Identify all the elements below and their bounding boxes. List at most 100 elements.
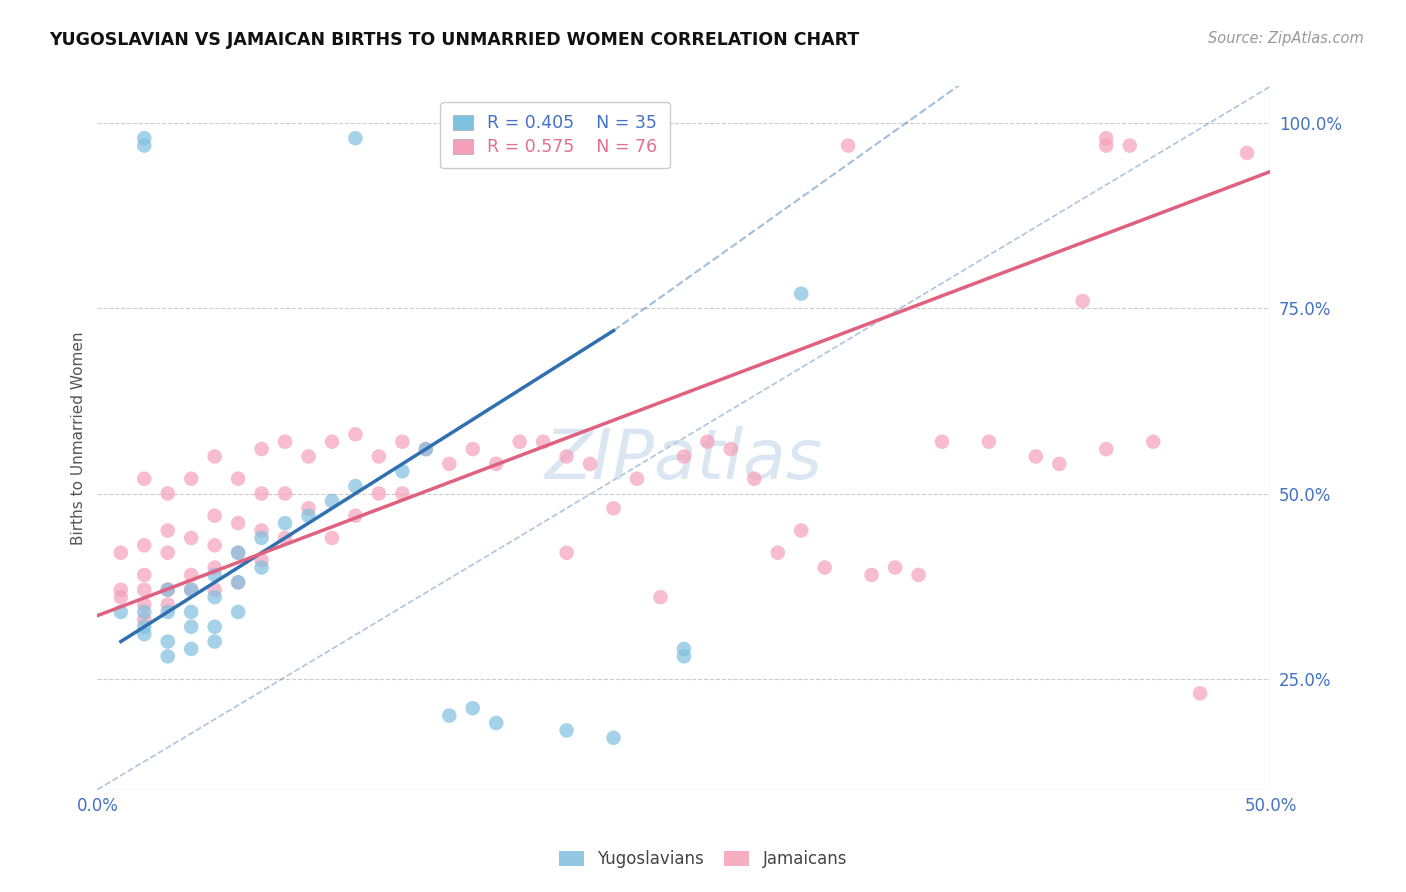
Point: [180, 531, 202, 545]
Point: [602, 731, 624, 745]
Point: [321, 434, 343, 449]
Point: [180, 568, 202, 582]
Point: [391, 486, 413, 500]
Point: [555, 546, 578, 560]
Point: [250, 531, 273, 545]
Point: [250, 486, 273, 500]
Point: [1047, 457, 1070, 471]
Point: [931, 434, 953, 449]
Point: [274, 486, 297, 500]
Point: [1189, 686, 1212, 700]
Point: [321, 494, 343, 508]
Point: [814, 560, 837, 574]
Point: [391, 434, 413, 449]
Legend: Yugoslavians, Jamaicans: Yugoslavians, Jamaicans: [553, 844, 853, 875]
Point: [250, 524, 273, 538]
Point: [344, 479, 367, 493]
Point: [204, 582, 226, 597]
Point: [250, 442, 273, 456]
Point: [156, 634, 179, 648]
Point: [1118, 138, 1140, 153]
Point: [461, 701, 484, 715]
Point: [1095, 442, 1118, 456]
Point: [626, 472, 648, 486]
Point: [204, 634, 226, 648]
Point: [485, 457, 508, 471]
Point: [672, 642, 695, 657]
Point: [204, 568, 226, 582]
Point: [204, 450, 226, 464]
Point: [134, 138, 156, 153]
Point: [415, 442, 437, 456]
Point: [439, 708, 461, 723]
Point: [134, 131, 156, 145]
Point: [321, 531, 343, 545]
Point: [156, 649, 179, 664]
Point: [837, 138, 859, 153]
Point: [1236, 146, 1258, 161]
Point: [790, 286, 813, 301]
Point: [156, 524, 179, 538]
Point: [134, 472, 156, 486]
Point: [226, 575, 249, 590]
Point: [1095, 131, 1118, 145]
Point: [180, 582, 202, 597]
Point: [180, 582, 202, 597]
Point: [110, 605, 132, 619]
Point: [720, 442, 742, 456]
Point: [344, 427, 367, 442]
Point: [1025, 450, 1047, 464]
Point: [134, 568, 156, 582]
Point: [555, 450, 578, 464]
Point: [134, 612, 156, 626]
Text: ZIPatlas: ZIPatlas: [546, 425, 823, 492]
Point: [156, 582, 179, 597]
Point: [297, 508, 319, 523]
Point: [156, 605, 179, 619]
Point: [180, 620, 202, 634]
Point: [977, 434, 1000, 449]
Point: [134, 620, 156, 634]
Point: [156, 546, 179, 560]
Point: [156, 598, 179, 612]
Point: [274, 516, 297, 530]
Point: [391, 464, 413, 478]
Text: YUGOSLAVIAN VS JAMAICAN BIRTHS TO UNMARRIED WOMEN CORRELATION CHART: YUGOSLAVIAN VS JAMAICAN BIRTHS TO UNMARR…: [49, 31, 859, 49]
Point: [180, 472, 202, 486]
Point: [297, 501, 319, 516]
Point: [204, 620, 226, 634]
Point: [461, 442, 484, 456]
Point: [226, 546, 249, 560]
Point: [344, 508, 367, 523]
Point: [180, 605, 202, 619]
Point: [110, 590, 132, 604]
Point: [579, 457, 602, 471]
Point: [226, 472, 249, 486]
Point: [226, 605, 249, 619]
Point: [742, 472, 765, 486]
Point: [134, 582, 156, 597]
Point: [344, 131, 367, 145]
Point: [1071, 293, 1094, 308]
Point: [696, 434, 718, 449]
Point: [650, 590, 672, 604]
Point: [297, 450, 319, 464]
Point: [367, 486, 389, 500]
Point: [226, 575, 249, 590]
Point: [204, 508, 226, 523]
Point: [226, 546, 249, 560]
Point: [415, 442, 437, 456]
Point: [884, 560, 907, 574]
Point: [110, 582, 132, 597]
Point: [134, 605, 156, 619]
Point: [367, 450, 389, 464]
Point: [250, 560, 273, 574]
Point: [204, 538, 226, 552]
Point: [602, 501, 624, 516]
Point: [134, 598, 156, 612]
Y-axis label: Births to Unmarried Women: Births to Unmarried Women: [72, 331, 86, 545]
Point: [860, 568, 883, 582]
Point: [226, 516, 249, 530]
Point: [250, 553, 273, 567]
Point: [134, 538, 156, 552]
